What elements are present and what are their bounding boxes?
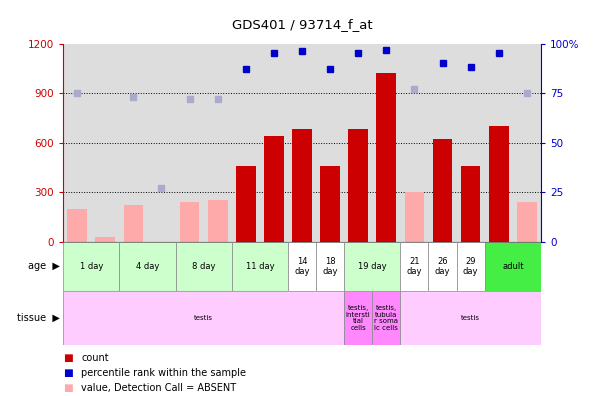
Bar [344, 291, 372, 345]
Bar [175, 242, 232, 291]
Bar [429, 242, 457, 291]
Bar [484, 242, 541, 291]
Bar [67, 209, 87, 242]
Bar [376, 73, 396, 242]
Bar [232, 242, 288, 291]
Text: tissue  ▶: tissue ▶ [17, 313, 60, 323]
Bar [372, 291, 400, 345]
Bar [433, 139, 453, 242]
Bar [292, 129, 312, 242]
Text: testis,
intersti
tial
cells: testis, intersti tial cells [346, 305, 371, 331]
Text: adult: adult [502, 262, 523, 271]
Text: 8 day: 8 day [192, 262, 215, 271]
Bar [489, 126, 508, 242]
Text: 4 day: 4 day [136, 262, 159, 271]
Text: testis: testis [194, 315, 213, 321]
Bar [457, 242, 484, 291]
Text: 18
day: 18 day [322, 257, 338, 276]
Text: ■: ■ [63, 383, 73, 394]
Text: count: count [81, 353, 109, 364]
Bar [96, 236, 115, 242]
Bar [400, 242, 429, 291]
Bar [320, 166, 340, 242]
Bar [236, 166, 255, 242]
Text: ■: ■ [63, 353, 73, 364]
Text: percentile rank within the sample: percentile rank within the sample [81, 368, 246, 379]
Bar [404, 192, 424, 242]
Bar [400, 291, 541, 345]
Bar [264, 136, 284, 242]
Text: 1 day: 1 day [79, 262, 103, 271]
Text: 26
day: 26 day [435, 257, 450, 276]
Text: ■: ■ [63, 368, 73, 379]
Bar [208, 200, 228, 242]
Bar [461, 166, 480, 242]
Text: 19 day: 19 day [358, 262, 386, 271]
Bar [63, 242, 120, 291]
Bar [180, 202, 200, 242]
Text: 11 day: 11 day [246, 262, 274, 271]
Bar [288, 242, 316, 291]
Bar [517, 202, 537, 242]
Text: 21
day: 21 day [407, 257, 422, 276]
Text: 14
day: 14 day [294, 257, 310, 276]
Bar [316, 242, 344, 291]
Bar [344, 242, 400, 291]
Bar [63, 291, 344, 345]
Text: age  ▶: age ▶ [28, 261, 60, 271]
Text: testis,
tubula
r soma
ic cells: testis, tubula r soma ic cells [374, 305, 398, 331]
Bar [349, 129, 368, 242]
Bar [120, 242, 175, 291]
Text: testis: testis [461, 315, 480, 321]
Text: GDS401 / 93714_f_at: GDS401 / 93714_f_at [232, 18, 372, 31]
Text: 29
day: 29 day [463, 257, 478, 276]
Bar [124, 205, 143, 242]
Text: value, Detection Call = ABSENT: value, Detection Call = ABSENT [81, 383, 236, 394]
